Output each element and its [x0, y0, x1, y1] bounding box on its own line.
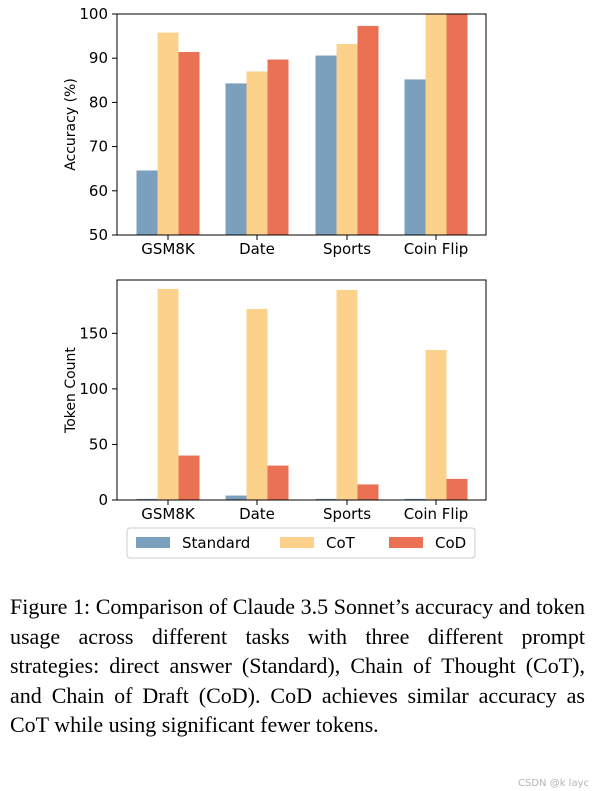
- x-tick-label: Coin Flip: [404, 240, 469, 258]
- y-tick-label: 50: [89, 435, 108, 453]
- bar-cod-sports: [357, 25, 379, 235]
- legend-label-standard: Standard: [182, 534, 250, 552]
- bar-cot-date: [246, 71, 268, 236]
- bar-cot-date: [246, 308, 268, 500]
- bar-standard-gsm8k: [136, 498, 158, 500]
- bar-cod-gsm8k: [178, 455, 200, 500]
- bar-cod-date: [267, 59, 289, 235]
- x-tick-label: GSM8K: [141, 240, 196, 258]
- figure: 50 60 70 80 90 100 Accuracy (%) GSM8K Date Sports…: [63, 5, 487, 559]
- legend-label-cot: CoT: [326, 534, 356, 552]
- bar-cod-sports: [357, 484, 379, 500]
- bar-cod-coin-flip: [446, 14, 468, 235]
- bar-standard-sports: [315, 55, 337, 235]
- chart-canvas: 50 60 70 80 90 100 Accuracy (%) GSM8K Date Sports…: [63, 5, 487, 559]
- x-tick-label: GSM8K: [141, 505, 196, 523]
- x-tick-label: Coin Flip: [404, 505, 469, 523]
- x-tick-label: Sports: [323, 505, 371, 523]
- bar-standard-date: [225, 495, 247, 500]
- bar-cot-sports: [336, 44, 358, 235]
- y-tick-label: 70: [89, 138, 108, 156]
- y-tick-label: 80: [89, 93, 108, 111]
- bar-cot-coin-flip: [425, 350, 447, 500]
- plot-frame: [116, 279, 487, 501]
- y-axis-label: Accuracy (%): [63, 78, 79, 171]
- y-tick-label: 0: [98, 491, 108, 509]
- figure-caption: Figure 1: Comparison of Claude 3.5 Sonne…: [10, 594, 585, 737]
- y-tick-label: 100: [79, 5, 108, 23]
- bar-cot-coin-flip: [425, 14, 447, 235]
- legend-swatch-standard: [136, 537, 170, 548]
- bar-cod-gsm8k: [178, 52, 200, 236]
- bar-standard-gsm8k: [136, 170, 158, 235]
- bar-cot-sports: [336, 290, 358, 500]
- x-tick-label: Sports: [323, 240, 371, 258]
- bar-standard-coin-flip: [404, 498, 426, 500]
- bar-standard-date: [225, 83, 247, 235]
- watermark: CSDN @k layc: [518, 778, 589, 789]
- y-tick-label: 100: [79, 380, 108, 398]
- bar-cot-gsm8k: [157, 32, 179, 236]
- y-axis-label: Token Count: [63, 347, 79, 434]
- legend-swatch-cot: [280, 537, 314, 548]
- bar-cot-gsm8k: [157, 288, 179, 500]
- bar-cod-coin-flip: [446, 478, 468, 500]
- x-tick-label: Date: [239, 505, 275, 523]
- bar-standard-sports: [315, 498, 337, 500]
- plot-frame: [116, 13, 487, 236]
- y-tick-label: 50: [89, 226, 108, 244]
- y-tick-label: 150: [79, 324, 108, 342]
- y-tick-label: 60: [89, 182, 108, 200]
- y-tick-label: 90: [89, 49, 108, 67]
- bar-standard-coin-flip: [404, 79, 426, 235]
- legend-label-cod: CoD: [435, 534, 466, 552]
- legend-swatch-cod: [389, 537, 423, 548]
- x-tick-label: Date: [239, 240, 275, 258]
- bar-cod-date: [267, 465, 289, 500]
